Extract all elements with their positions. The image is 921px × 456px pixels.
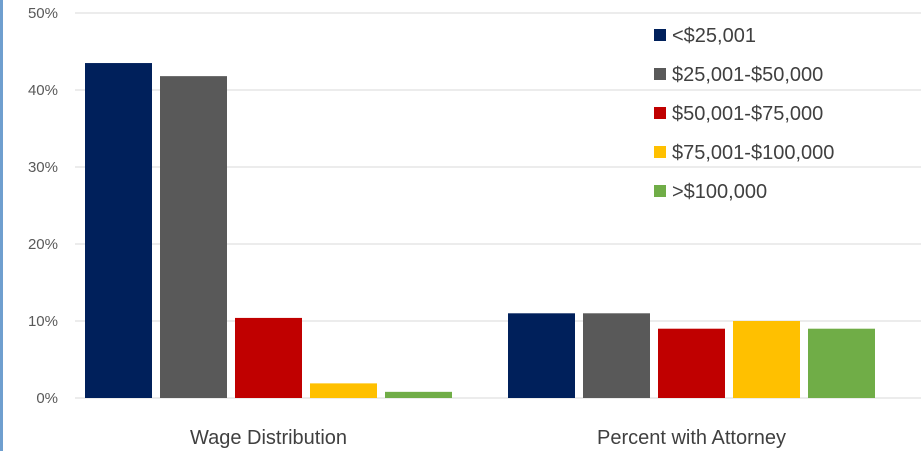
bar-0-2: [235, 317, 302, 398]
bar-1-0: [508, 313, 575, 398]
legend-label: <$25,001: [672, 25, 756, 47]
legend-swatch: [654, 185, 666, 197]
y-tick-label: 10%: [28, 313, 58, 330]
bar-0-4: [385, 391, 452, 398]
bar-1-3: [733, 321, 800, 398]
bar-0-3: [310, 383, 377, 398]
legend-label: $75,001-$100,000: [672, 142, 834, 164]
x-tick-label: Wage Distribution: [190, 427, 347, 449]
bar-1-2: [658, 328, 725, 398]
y-tick-label: 50%: [28, 5, 58, 22]
legend-swatch: [654, 146, 666, 158]
bar-0-1: [160, 76, 227, 398]
y-tick-label: 40%: [28, 82, 58, 99]
legend-label: >$100,000: [672, 181, 767, 203]
x-tick-label: Percent with Attorney: [597, 427, 786, 449]
y-tick-label: 20%: [28, 236, 58, 253]
legend-label: $25,001-$50,000: [672, 64, 823, 86]
bar-0-0: [85, 63, 152, 399]
y-tick-label: 30%: [28, 159, 58, 176]
legend-label: $50,001-$75,000: [672, 103, 823, 125]
legend-swatch: [654, 107, 666, 119]
legend-swatch: [654, 29, 666, 41]
left-border: [0, 0, 3, 451]
legend-swatch: [654, 68, 666, 80]
bar-1-1: [583, 313, 650, 398]
bar-1-4: [808, 328, 875, 398]
y-tick-label: 0%: [36, 390, 58, 407]
